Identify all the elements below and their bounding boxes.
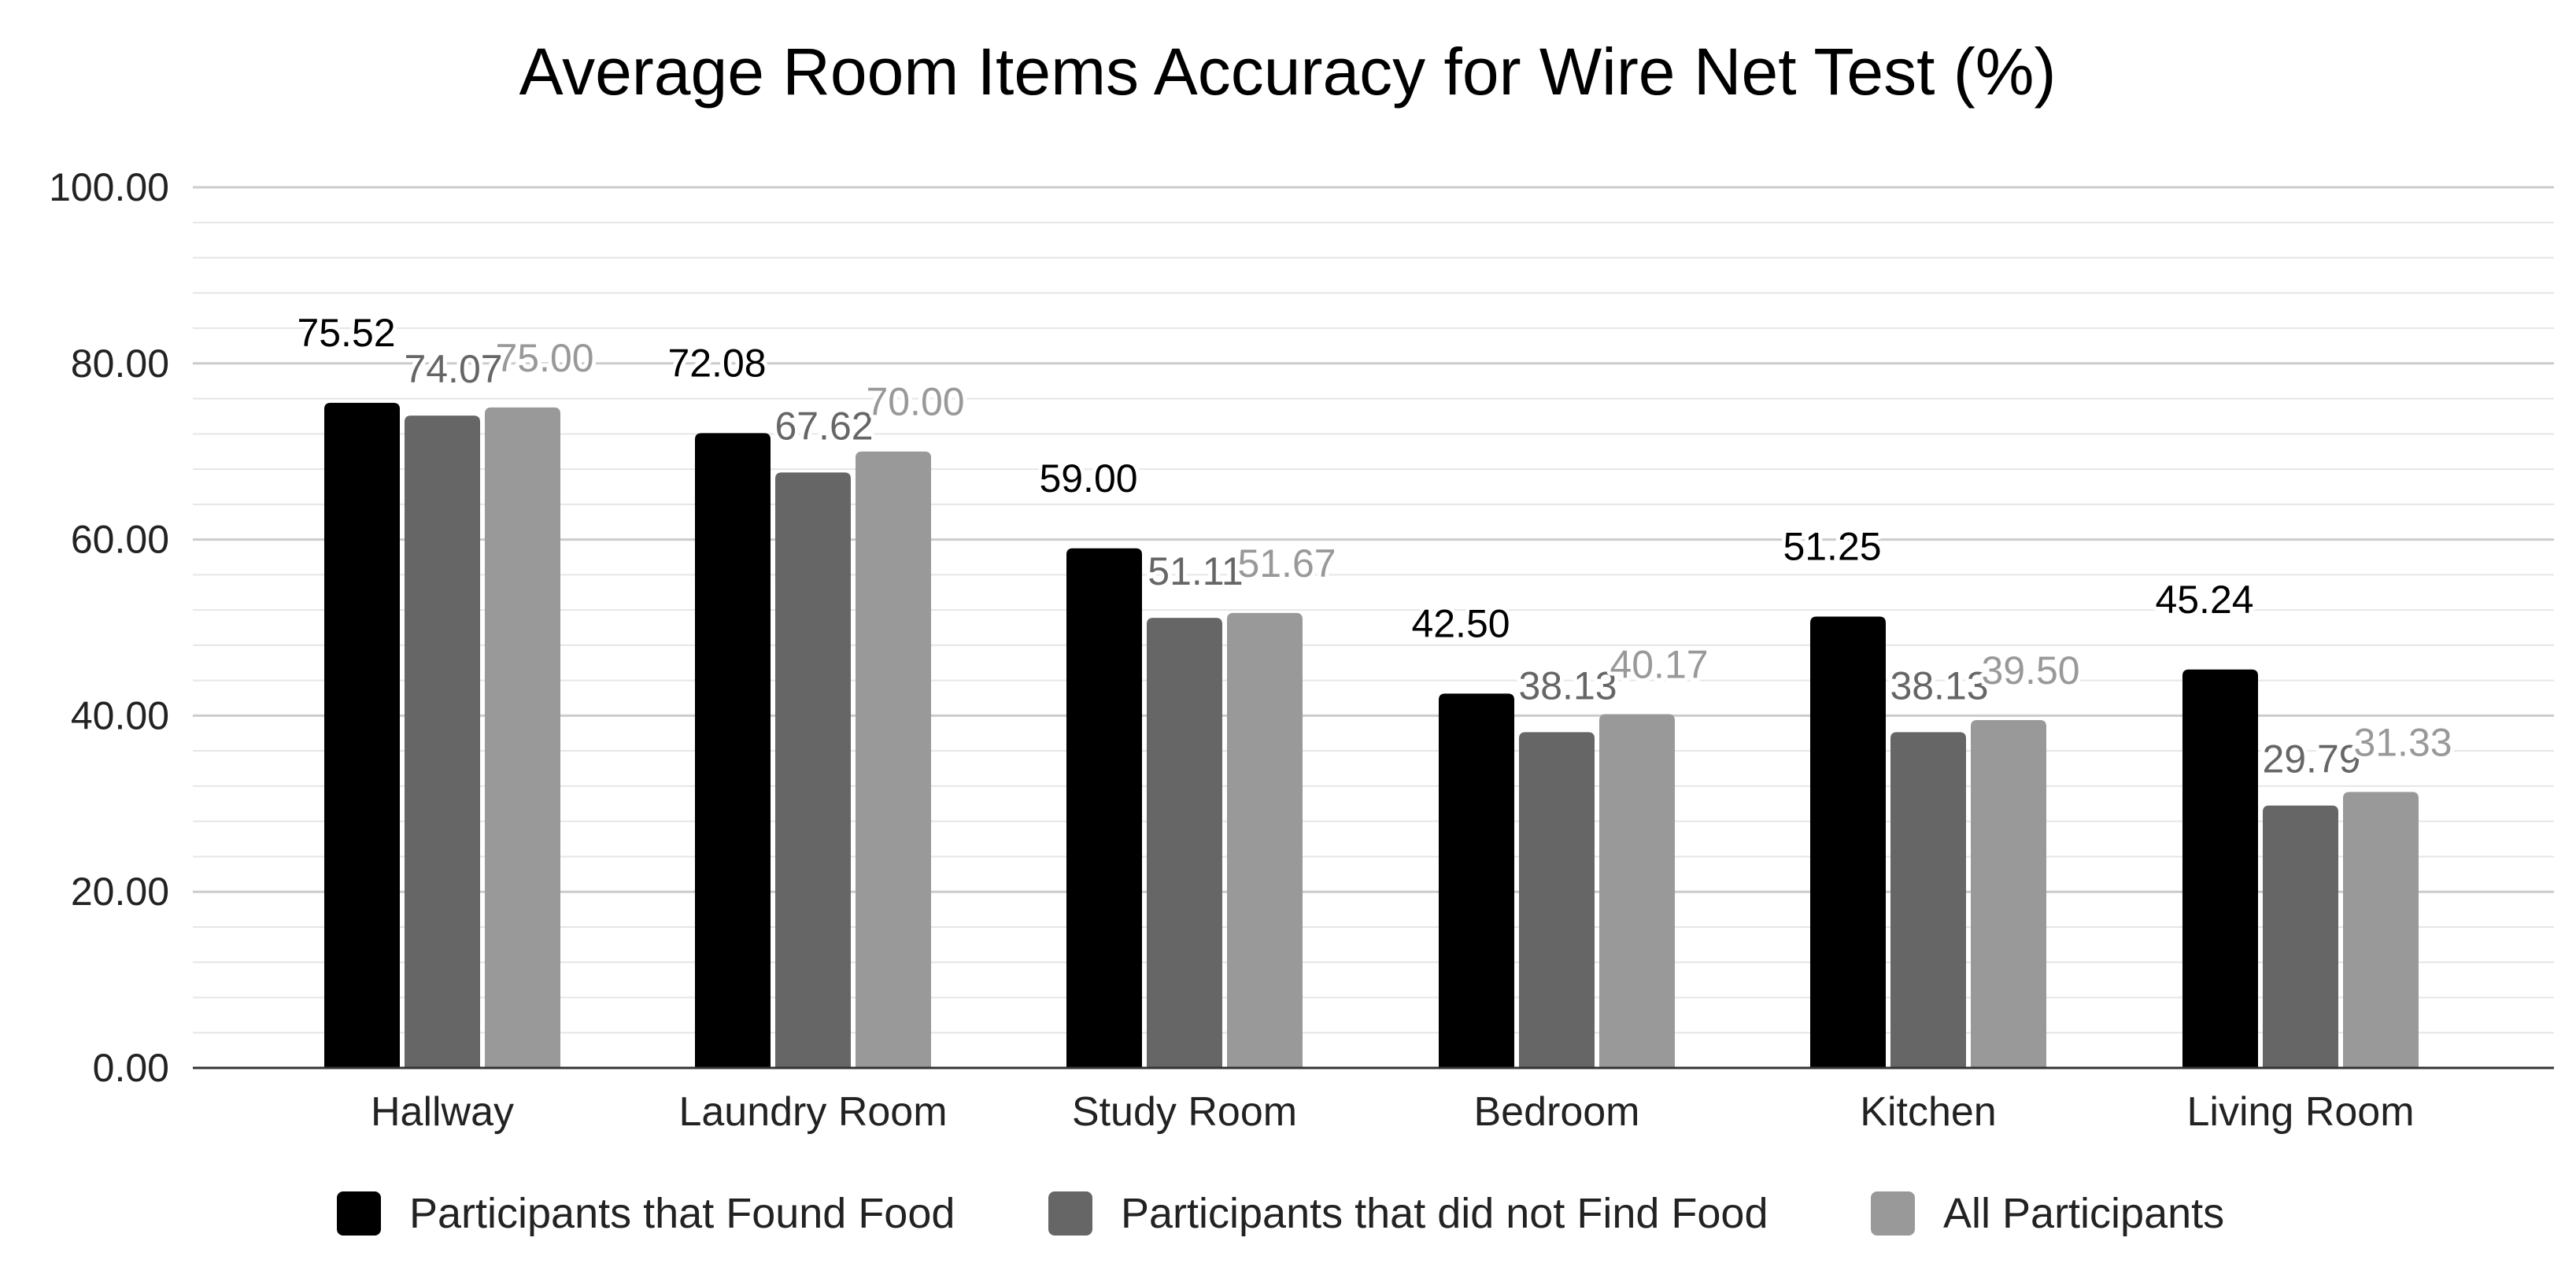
legend-item: Participants that Found Food bbox=[337, 1190, 955, 1237]
data-label: 72.08 bbox=[667, 341, 766, 385]
legend-item: All Participants bbox=[1871, 1190, 2224, 1237]
bar-laundry-room-series-1 bbox=[695, 433, 771, 1068]
y-tick-label: 20.00 bbox=[71, 870, 169, 914]
x-category-label: Living Room bbox=[2186, 1089, 2414, 1135]
bar-laundry-room-series-2 bbox=[775, 472, 851, 1068]
data-label: 75.52 bbox=[297, 311, 395, 355]
bar-kitchen-series-1 bbox=[1810, 616, 1886, 1068]
data-label: 51.67 bbox=[1237, 541, 1336, 585]
x-category-label: Hallway bbox=[371, 1089, 514, 1135]
x-category-label: Study Room bbox=[1072, 1089, 1297, 1135]
data-label: 38.13 bbox=[1890, 663, 1988, 707]
legend-label: All Participants bbox=[1943, 1190, 2224, 1237]
y-tick-label: 40.00 bbox=[71, 693, 169, 737]
data-label: 45.24 bbox=[2155, 578, 2253, 622]
data-label: 40.17 bbox=[1610, 642, 1708, 686]
legend-swatch bbox=[1048, 1191, 1092, 1236]
legend-item: Participants that did not Find Food bbox=[1048, 1190, 1768, 1237]
data-label: 31.33 bbox=[2353, 720, 2452, 764]
y-tick-label: 60.00 bbox=[71, 518, 169, 562]
bar-study-room-series-3 bbox=[1227, 612, 1303, 1068]
y-tick-label: 0.00 bbox=[93, 1046, 169, 1090]
bar-living-room-series-1 bbox=[2182, 669, 2258, 1068]
chart-title: Average Room Items Accuracy for Wire Net… bbox=[519, 35, 2057, 109]
y-tick-label: 100.00 bbox=[49, 165, 169, 209]
bars bbox=[324, 402, 2419, 1068]
y-axis-ticks: 0.00 20.00 40.00 60.00 80.00 100.00 bbox=[49, 165, 169, 1090]
data-label: 74.07 bbox=[404, 347, 502, 391]
legend: Participants that Found Food Participants… bbox=[337, 1190, 2224, 1237]
data-label: 51.11 bbox=[1148, 549, 1243, 593]
data-label: 75.00 bbox=[495, 336, 593, 380]
legend-label: Participants that Found Food bbox=[409, 1190, 955, 1237]
data-label: 51.25 bbox=[1783, 525, 1881, 569]
bar-laundry-room-series-3 bbox=[856, 451, 931, 1068]
bar-living-room-series-2 bbox=[2263, 805, 2338, 1068]
x-category-label: Kitchen bbox=[1860, 1089, 1996, 1135]
legend-label: Participants that did not Find Food bbox=[1121, 1190, 1768, 1237]
bar-bedroom-series-1 bbox=[1439, 693, 1514, 1068]
bar-study-room-series-1 bbox=[1066, 548, 1142, 1068]
data-label: 42.50 bbox=[1411, 601, 1510, 645]
bar-hallway-series-2 bbox=[405, 416, 480, 1068]
bar-bedroom-series-2 bbox=[1519, 732, 1595, 1068]
grid-lines bbox=[193, 186, 2554, 1034]
bar-kitchen-series-2 bbox=[1890, 732, 1966, 1068]
legend-swatch bbox=[1871, 1191, 1915, 1236]
bar-living-room-series-3 bbox=[2343, 792, 2419, 1068]
bar-study-room-series-2 bbox=[1147, 618, 1222, 1068]
x-axis-categories: Hallway Laundry Room Study Room Bedroom Kitc… bbox=[371, 1089, 2415, 1135]
data-label: 59.00 bbox=[1039, 456, 1137, 501]
data-labels: 75.52 72.08 59.00 42.50 51.25 45.24 74.07 67.62… bbox=[293, 307, 2456, 785]
bar-kitchen-series-3 bbox=[1971, 719, 2046, 1068]
data-label: 38.13 bbox=[1518, 663, 1617, 707]
bar-bedroom-series-3 bbox=[1599, 714, 1675, 1068]
data-label: 67.62 bbox=[774, 404, 873, 448]
x-category-label: Bedroom bbox=[1474, 1089, 1640, 1135]
legend-swatch bbox=[337, 1191, 381, 1236]
x-category-label: Laundry Room bbox=[678, 1089, 947, 1135]
bar-hallway-series-1 bbox=[324, 402, 400, 1068]
data-label: 70.00 bbox=[866, 380, 964, 424]
bar-hallway-series-3 bbox=[485, 407, 560, 1068]
y-tick-label: 80.00 bbox=[71, 342, 169, 386]
data-label: 39.50 bbox=[1981, 648, 2079, 693]
data-label: 29.79 bbox=[2262, 737, 2360, 781]
